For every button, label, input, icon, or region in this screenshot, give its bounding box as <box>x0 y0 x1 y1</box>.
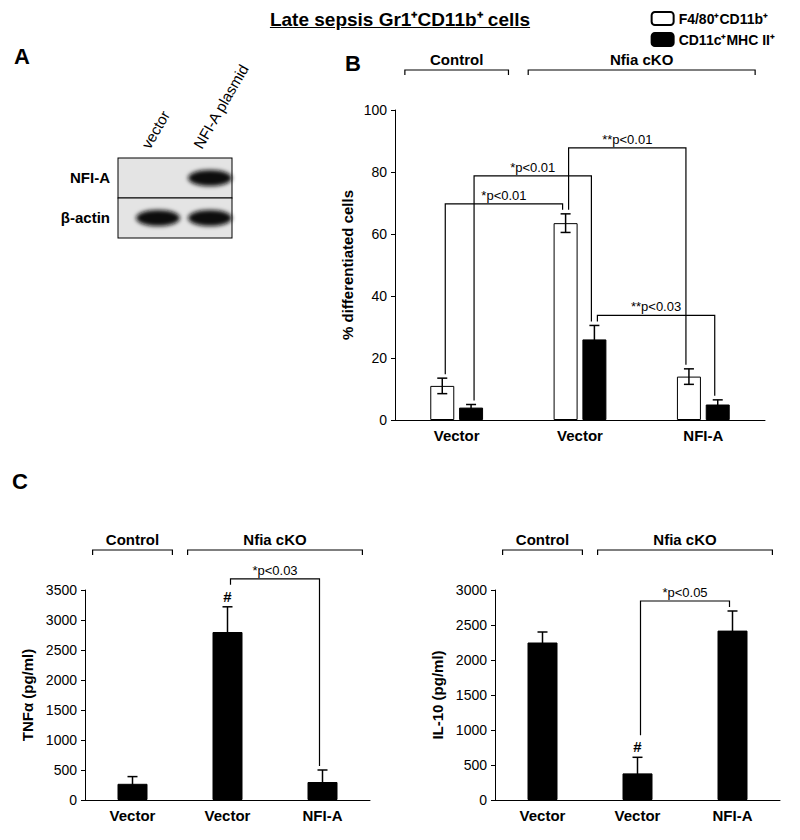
svg-text:Control: Control <box>516 531 569 548</box>
svg-text:2500: 2500 <box>456 617 487 633</box>
svg-text:β-actin: β-actin <box>61 209 110 226</box>
svg-text:Nfia cKO: Nfia cKO <box>610 51 674 68</box>
svg-text:1500: 1500 <box>46 702 77 718</box>
svg-text:500: 500 <box>54 762 78 778</box>
svg-text:Vector: Vector <box>520 807 566 824</box>
svg-text:CD11c⁺MHC II⁺: CD11c⁺MHC II⁺ <box>679 32 775 48</box>
svg-text:% differentiated cells: % differentiated cells <box>339 190 356 340</box>
svg-text:F4/80⁺CD11b⁺: F4/80⁺CD11b⁺ <box>679 11 768 27</box>
svg-text:*p<0.05: *p<0.05 <box>662 585 707 600</box>
svg-text:100: 100 <box>364 102 388 118</box>
svg-text:B: B <box>345 51 361 76</box>
svg-text:3500: 3500 <box>46 582 77 598</box>
svg-text:0: 0 <box>479 792 487 808</box>
svg-text:NFI-A: NFI-A <box>683 427 723 444</box>
svg-text:A: A <box>14 44 30 69</box>
svg-text:NFI-A plasmid: NFI-A plasmid <box>190 61 252 151</box>
svg-text:*p<0.01: *p<0.01 <box>510 160 555 175</box>
svg-text:Control: Control <box>430 51 483 68</box>
svg-text:Vector: Vector <box>557 427 603 444</box>
svg-text:60: 60 <box>371 226 387 242</box>
svg-text:C: C <box>12 469 28 494</box>
svg-text:2500: 2500 <box>46 642 77 658</box>
svg-text:Vector: Vector <box>434 427 480 444</box>
svg-text:Vector: Vector <box>205 807 251 824</box>
svg-text:TNFα (pg/ml): TNFα (pg/ml) <box>19 649 36 742</box>
svg-text:Vector: Vector <box>615 807 661 824</box>
svg-text:NFI-A: NFI-A <box>70 169 110 186</box>
svg-text:Vector: Vector <box>110 807 156 824</box>
svg-text:IL-10 (pg/ml): IL-10 (pg/ml) <box>429 650 446 739</box>
svg-text:#: # <box>223 588 232 605</box>
svg-text:1000: 1000 <box>456 722 487 738</box>
svg-text:2000: 2000 <box>456 652 487 668</box>
svg-text:20: 20 <box>371 350 387 366</box>
svg-text:**p<0.01: **p<0.01 <box>602 132 652 147</box>
svg-text:3000: 3000 <box>46 612 77 628</box>
html-text:Late sepsis Gr1⁺CD11b⁺ cells: Late sepsis Gr1⁺CD11b⁺ cells <box>269 9 531 30</box>
svg-text:*p<0.03: *p<0.03 <box>252 563 297 578</box>
svg-text:1000: 1000 <box>46 732 77 748</box>
svg-text:vector: vector <box>138 108 173 152</box>
svg-text:40: 40 <box>371 288 387 304</box>
svg-text:1500: 1500 <box>456 687 487 703</box>
svg-text:2000: 2000 <box>46 672 77 688</box>
svg-text:Control: Control <box>106 531 159 548</box>
svg-text:Nfia cKO: Nfia cKO <box>243 531 307 548</box>
svg-text:Nfia cKO: Nfia cKO <box>653 531 717 548</box>
svg-text:3000: 3000 <box>456 582 487 598</box>
svg-text:NFI-A: NFI-A <box>303 807 343 824</box>
svg-text:*p<0.01: *p<0.01 <box>481 188 526 203</box>
svg-text:NFI-A: NFI-A <box>713 807 753 824</box>
svg-text:80: 80 <box>371 164 387 180</box>
svg-text:**p<0.03: **p<0.03 <box>631 299 681 314</box>
svg-text:0: 0 <box>69 792 77 808</box>
svg-text:#: # <box>633 738 642 755</box>
svg-text:0: 0 <box>379 412 387 428</box>
svg-text:500: 500 <box>464 757 488 773</box>
